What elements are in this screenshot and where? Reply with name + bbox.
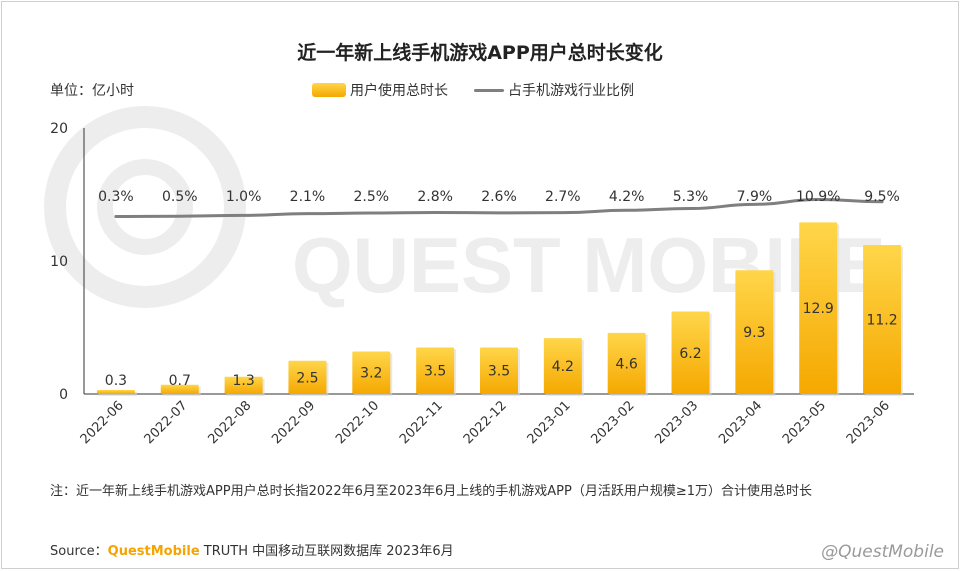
line-value-label: 2.1% bbox=[290, 189, 326, 205]
chart-title: 近一年新上线手机游戏APP用户总时长变化 bbox=[297, 42, 663, 64]
y-tick-label: 0 bbox=[59, 387, 68, 403]
watermark: QUEST MOBILE bbox=[44, 106, 886, 309]
x-tick-label: 2022-06 bbox=[78, 398, 127, 447]
x-tick-label: 2022-11 bbox=[397, 398, 446, 447]
legend-bar-swatch bbox=[312, 83, 346, 97]
line-value-label: 4.2% bbox=[609, 189, 645, 205]
chart-plot-area: QUEST MOBILE 0 10 20 2022-06 2022-07 2022-08 2… bbox=[44, 106, 914, 447]
line-value-label: 2.6% bbox=[481, 189, 517, 205]
line-value-label: 2.7% bbox=[545, 189, 581, 205]
legend: 用户使用总时长 占手机游戏行业比例 bbox=[312, 80, 634, 100]
bar-value-label: 3.2 bbox=[360, 366, 382, 382]
bar-value-label: 12.9 bbox=[803, 301, 834, 317]
bar bbox=[543, 338, 582, 394]
legend-line-label: 占手机游戏行业比例 bbox=[508, 83, 634, 99]
x-tick-label: 2022-08 bbox=[205, 398, 254, 447]
source-brand: QuestMobile bbox=[107, 544, 200, 559]
source-prefix: Source： bbox=[50, 544, 108, 559]
line-value-label: 9.5% bbox=[864, 189, 900, 205]
bar bbox=[288, 360, 327, 394]
line-value-label: 1.0% bbox=[226, 189, 262, 205]
legend-bar-label: 用户使用总时长 bbox=[350, 83, 448, 99]
line-value-label: 5.3% bbox=[673, 189, 709, 205]
x-tick-label: 2023-04 bbox=[716, 398, 765, 447]
bar bbox=[480, 347, 518, 394]
x-tick-label: 2023-05 bbox=[780, 398, 829, 447]
watermark-text: QUEST MOBILE bbox=[292, 221, 886, 309]
unit-label: 单位：亿小时 bbox=[50, 83, 134, 99]
bar-value-label: 1.3 bbox=[232, 373, 254, 389]
line-value-label: 0.5% bbox=[162, 189, 198, 205]
bar-value-label: 11.2 bbox=[866, 313, 897, 329]
line-value-label: 10.9% bbox=[796, 189, 840, 205]
bar bbox=[671, 311, 710, 394]
x-tick-label: 2023-06 bbox=[844, 398, 893, 447]
bar-value-label: 3.5 bbox=[488, 364, 510, 380]
x-tick-label: 2022-07 bbox=[142, 398, 191, 447]
bar bbox=[607, 332, 646, 394]
y-tick-label: 10 bbox=[50, 254, 68, 270]
bar-value-label: 6.2 bbox=[679, 346, 701, 362]
bar-value-label: 0.7 bbox=[169, 373, 191, 389]
source-rest: TRUTH 中国移动互联网数据库 2023年6月 bbox=[199, 544, 454, 559]
bar-value-label: 3.5 bbox=[424, 364, 446, 380]
footer-watermark: @QuestMobile bbox=[821, 542, 944, 562]
bar-value-label: 4.6 bbox=[616, 356, 638, 372]
bar-value-label: 0.3 bbox=[105, 373, 127, 389]
bar-shadow bbox=[98, 392, 137, 396]
share-line bbox=[114, 198, 884, 219]
bar-value-label: 4.2 bbox=[552, 359, 574, 375]
bar bbox=[96, 390, 135, 394]
source-line: Source：QuestMobile TRUTH 中国移动互联网数据库 2023… bbox=[50, 540, 454, 559]
y-tick-label: 20 bbox=[50, 121, 68, 137]
bar bbox=[224, 376, 263, 394]
x-tick-label: 2022-10 bbox=[333, 398, 382, 447]
bar bbox=[735, 270, 774, 394]
bar-value-label: 2.5 bbox=[296, 370, 318, 386]
x-tick-label: 2023-01 bbox=[525, 398, 574, 447]
bar bbox=[416, 347, 455, 394]
x-tick-label: 2023-02 bbox=[588, 398, 637, 447]
legend-line-swatch bbox=[474, 88, 504, 92]
bar bbox=[352, 351, 391, 394]
line-value-label: 2.8% bbox=[417, 189, 453, 205]
bar bbox=[863, 245, 902, 394]
bar-value-label: 9.3 bbox=[743, 325, 765, 341]
line-value-label: 7.9% bbox=[737, 189, 773, 205]
x-tick-label: 2022-09 bbox=[269, 398, 318, 447]
bar bbox=[799, 222, 838, 394]
line-value-label: 0.3% bbox=[98, 189, 134, 205]
line-value-label: 2.5% bbox=[354, 189, 390, 205]
x-tick-label: 2023-03 bbox=[652, 398, 701, 447]
x-tick-label: 2022-12 bbox=[461, 398, 510, 447]
bar bbox=[160, 384, 199, 394]
footnote: 注：近一年新上线手机游戏APP用户总时长指2022年6月至2023年6月上线的手… bbox=[50, 484, 813, 499]
